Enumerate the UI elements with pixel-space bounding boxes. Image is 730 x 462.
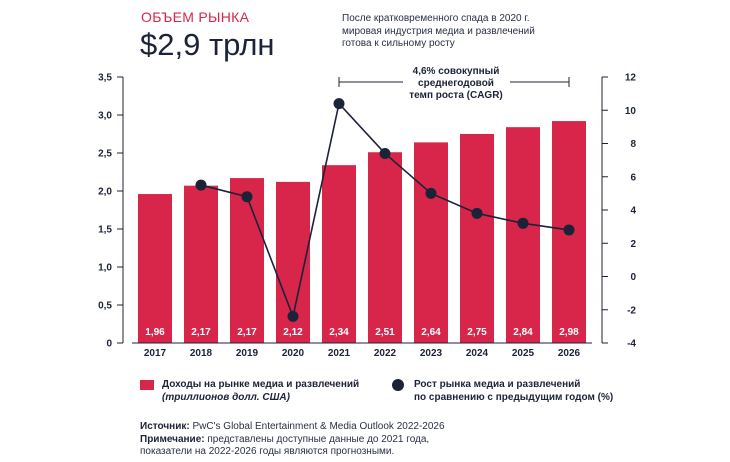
note-text-continued: показатели на 2022-2026 годы являются пр… [140,446,395,457]
note-label: Примечание: [140,433,205,445]
y-right-tick-label: 4 [630,206,636,217]
bar-value-label: 2,17 [237,327,257,338]
headline-value: $2,9 трлн [140,27,275,62]
cagr-annotation-line: темп роста (CAGR) [409,90,503,101]
intro-line: готова к сильному росту [342,38,455,49]
bar [230,178,264,343]
bar [414,142,448,343]
x-tick-label: 2024 [466,348,489,359]
cagr-annotation-line: 4,6% совокупный [413,66,500,77]
y-right-tick-label: 10 [625,106,637,117]
bar [506,127,540,343]
bar-value-label: 2,84 [513,327,533,338]
source-text: PwC's Global Entertainment & Media Outlo… [192,421,445,432]
legend-item-growth: Рост рынка медиа и развлечений по сравне… [392,378,613,404]
bar [368,152,402,343]
growth-point [241,191,253,203]
bar [184,185,218,343]
bar-value-label: 2,75 [467,327,487,338]
source-label: Источник: [140,421,190,432]
bars [138,121,586,343]
x-tick-label: 2022 [374,348,397,359]
x-tick-label: 2018 [190,348,213,359]
cagr-annotation: 4,6% совокупный среднегодовой темп роста… [338,66,570,101]
y-left-tick-label: 2,5 [98,149,112,160]
x-tick-label: 2020 [282,348,305,359]
y-left-tick-label: 1,0 [98,263,112,274]
legend-bar-label: Доходы на рынке медиа и развлечений [162,379,360,390]
growth-point [333,98,345,110]
legend-bar-sublabel: (триллионов долл. США) [162,392,290,403]
y-left-tick-label: 0,5 [98,301,112,312]
bar-value-label: 2,34 [329,327,349,338]
y-right-tick-label: 0 [630,272,636,283]
bar [322,165,356,343]
y-left-tick-label: 0 [106,339,112,350]
x-tick-label: 2026 [558,348,581,359]
left-axis: 0 0,5 1,0 1,5 2,0 2,5 3,0 3,5 [98,73,124,350]
bar-value-label: 2,17 [191,327,211,338]
y-left-tick-label: 2,0 [98,187,112,198]
footnotes: Источник: PwC's Global Entertainment & M… [140,421,445,459]
bar-value-label: 1,96 [145,327,165,338]
legend-line-label: Рост рынка медиа и развлечений [414,379,581,390]
cagr-annotation-line: среднегодовой [418,78,494,89]
bar-value-label: 2,64 [421,327,441,338]
bar-value-label: 2,51 [375,327,395,338]
legend-line-marker [392,379,404,391]
y-left-tick-label: 3,5 [98,73,112,84]
x-tick-label: 2025 [512,348,535,359]
growth-line [195,98,575,322]
growth-point [425,187,437,199]
growth-point [195,179,207,191]
intro-line: После кратковременного спада в 2020 г. [342,13,530,24]
bar-value-label: 2,98 [559,327,579,338]
x-tick-label: 2021 [328,348,351,359]
y-right-tick-label: 6 [630,172,636,183]
intro-line: мировая индустрия медиа и развлечений [342,25,535,37]
bar-labels: 1,96 2,17 2,17 2,12 2,34 2,51 2,64 2,75 2,84 2,98 [145,327,579,338]
x-tick-label: 2023 [420,348,443,359]
y-right-tick-label: 8 [630,139,636,150]
legend-bar-swatch [140,380,154,390]
legend-item-revenue: Доходы на рынке медиа и развлечений (три… [140,378,359,404]
y-right-tick-label: 12 [625,73,637,84]
growth-point [287,310,299,322]
x-tick-label: 2017 [144,348,167,359]
growth-point [379,147,391,159]
y-right-tick-label: 2 [630,239,636,250]
y-left-tick-label: 1,5 [98,225,112,236]
x-axis: 2017 2018 2019 2020 2021 2022 2023 2024 2025 2026 [132,342,592,359]
growth-point [563,224,575,236]
y-left-tick-label: 3,0 [98,111,112,122]
note-text: представлены доступные данные до 2021 го… [207,433,430,445]
x-tick-label: 2019 [236,348,259,359]
intro-text: После кратковременного спада в 2020 г. м… [342,13,572,51]
y-right-tick-label: -4 [627,339,636,350]
bar-value-label: 2,12 [283,327,303,338]
bar [138,194,172,343]
right-axis: -4 -2 0 2 4 6 8 10 12 [601,73,637,350]
y-right-tick-label: -2 [627,305,636,316]
kicker-title: ОБЪЕМ РЫНКА [141,9,250,25]
growth-point [517,217,529,229]
bar [460,134,494,343]
legend-line-sublabel: по сравнению с предыдущим годом (%) [414,392,614,403]
growth-point [471,207,483,219]
